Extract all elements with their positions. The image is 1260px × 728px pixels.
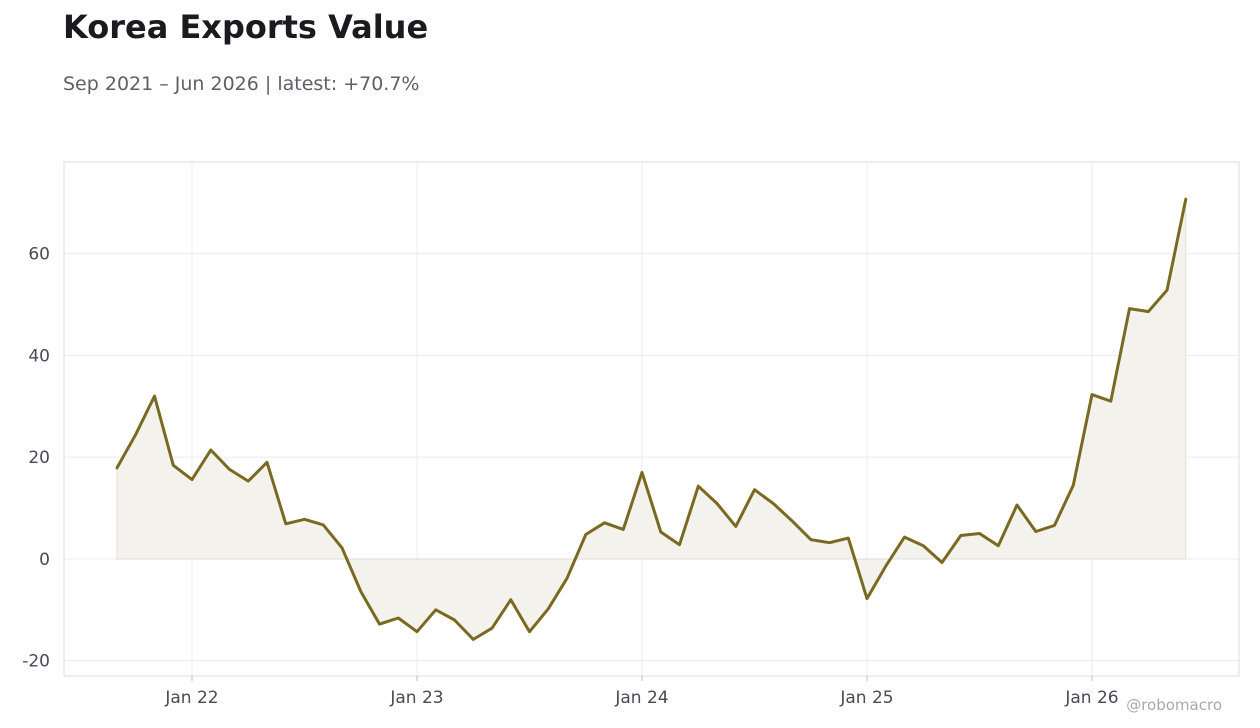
y-tick-label: 60 xyxy=(28,245,50,265)
data-point-2022-11 xyxy=(378,622,382,626)
data-point-2022-06 xyxy=(284,522,288,526)
data-point-2026-03 xyxy=(1128,307,1132,311)
data-point-2025-04 xyxy=(921,544,925,548)
data-point-2022-04 xyxy=(246,479,250,483)
data-point-2025-12 xyxy=(1071,483,1075,487)
data-point-2023-01 xyxy=(415,630,419,634)
data-point-2024-09 xyxy=(790,519,794,523)
data-points xyxy=(115,197,1188,641)
data-point-2025-10 xyxy=(1034,530,1038,534)
data-point-2025-07 xyxy=(978,532,982,536)
data-point-2025-05 xyxy=(940,561,944,565)
data-point-2026-05 xyxy=(1165,288,1169,292)
data-point-2022-07 xyxy=(303,517,307,521)
data-point-2026-01 xyxy=(1090,393,1094,397)
y-tick-label: 40 xyxy=(28,346,50,366)
x-tick-label: Jan 25 xyxy=(839,688,893,708)
data-point-2024-08 xyxy=(771,502,775,506)
data-point-2023-06 xyxy=(509,598,513,602)
x-tick-label: Jan 22 xyxy=(164,688,218,708)
data-point-2025-08 xyxy=(996,544,1000,548)
data-point-2023-04 xyxy=(471,637,475,641)
data-point-2022-03 xyxy=(228,467,232,471)
data-point-2021-10 xyxy=(134,432,138,436)
data-point-2022-08 xyxy=(321,523,325,527)
data-point-2023-05 xyxy=(490,626,494,630)
data-point-2024-01 xyxy=(640,470,644,474)
data-point-2025-06 xyxy=(959,534,963,538)
data-point-2024-02 xyxy=(659,530,663,534)
data-point-2024-11 xyxy=(828,541,832,545)
data-point-2023-12 xyxy=(621,527,625,531)
series-line xyxy=(115,197,1188,641)
y-tick-label: -20 xyxy=(22,652,50,672)
data-point-2022-02 xyxy=(209,448,213,452)
x-tick-label: Jan 23 xyxy=(389,688,443,708)
data-point-2026-02 xyxy=(1109,399,1113,403)
data-point-2025-03 xyxy=(903,535,907,539)
data-point-2025-01 xyxy=(865,597,869,601)
y-axis-ticks: -20 0 20 40 60 xyxy=(22,245,50,672)
data-point-2021-09 xyxy=(115,466,119,470)
data-point-2022-01 xyxy=(190,478,194,482)
plot-frame xyxy=(63,161,1240,677)
data-point-2024-04 xyxy=(696,484,700,488)
data-point-2021-12 xyxy=(171,463,175,467)
data-point-2025-11 xyxy=(1053,523,1057,527)
data-point-2022-10 xyxy=(359,590,363,594)
data-point-2025-09 xyxy=(1015,503,1019,507)
x-tick-label: Jan 26 xyxy=(1064,688,1118,708)
data-point-2021-11 xyxy=(153,394,157,398)
data-point-2024-12 xyxy=(846,536,850,540)
data-point-2023-08 xyxy=(546,607,550,611)
data-point-2024-03 xyxy=(678,543,682,547)
data-point-2023-11 xyxy=(603,521,607,525)
data-point-2022-12 xyxy=(396,616,400,620)
y-tick-label: 20 xyxy=(28,448,50,468)
y-tick-label: 0 xyxy=(39,550,50,570)
x-tick-label: Jan 24 xyxy=(614,688,668,708)
data-point-2025-02 xyxy=(884,564,888,568)
grid-lines xyxy=(64,162,1239,676)
data-point-2024-07 xyxy=(753,488,757,492)
data-point-2023-07 xyxy=(528,630,532,634)
watermark: @robomacro xyxy=(1126,696,1222,714)
chart-title: Korea Exports Value xyxy=(63,8,429,46)
area-fill xyxy=(116,199,1187,641)
data-point-2023-03 xyxy=(453,618,457,622)
data-point-2026-04 xyxy=(1146,310,1150,314)
x-axis-ticks: Jan 22 Jan 23 Jan 24 Jan 25 Jan 26 xyxy=(164,676,1119,708)
chart-subtitle: Sep 2021 – Jun 2026 | latest: +70.7% xyxy=(63,73,420,95)
data-point-2023-10 xyxy=(584,533,588,537)
data-point-2026-06 xyxy=(1184,197,1188,201)
data-point-2022-09 xyxy=(340,546,344,550)
data-point-2023-02 xyxy=(434,608,438,612)
data-point-2022-05 xyxy=(265,460,269,464)
data-point-2024-05 xyxy=(715,502,719,506)
data-point-2024-06 xyxy=(734,524,738,528)
data-point-2023-09 xyxy=(565,576,569,580)
data-point-2024-10 xyxy=(809,538,813,542)
